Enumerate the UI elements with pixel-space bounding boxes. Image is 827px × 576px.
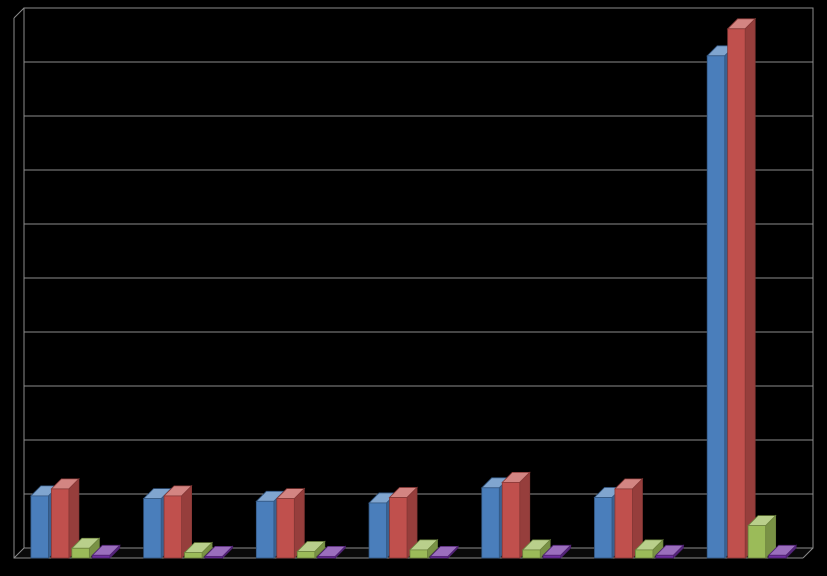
- bar-chart: [0, 0, 827, 576]
